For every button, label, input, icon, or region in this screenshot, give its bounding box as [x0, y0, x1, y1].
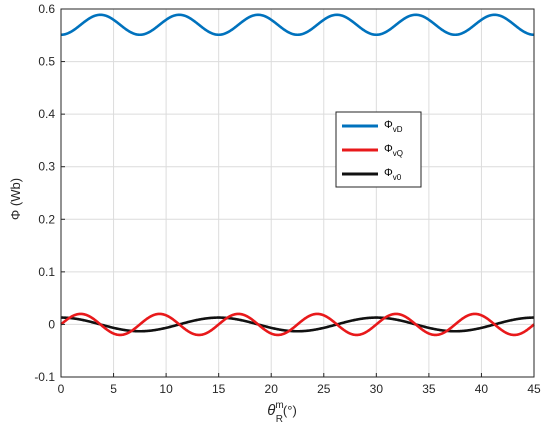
y-tick-label: 0.4 [38, 107, 55, 121]
x-axis-label-symbol: θ [267, 402, 275, 419]
x-tick-label: 25 [317, 382, 331, 396]
x-tick-label: 5 [110, 382, 117, 396]
series-line-v0 [60, 316, 535, 333]
legend-label-vQ-sub: vQ [393, 149, 403, 158]
y-tick-label: 0.6 [38, 2, 55, 16]
x-axis-label: θm R(°) [267, 400, 297, 425]
x-axis-label-sup: m [275, 400, 283, 411]
x-tick-label: 45 [527, 382, 541, 396]
y-tick-label: 0.3 [38, 160, 55, 174]
x-axis-label-unit: (°) [283, 403, 297, 418]
y-tick-label: 0 [48, 317, 55, 331]
legend: ΦvD ΦvQ Φv0 [335, 111, 422, 188]
series-line-vQ [60, 312, 535, 337]
plot-border [60, 8, 535, 378]
x-tick-label: 35 [422, 382, 436, 396]
x-tick-label: 0 [58, 382, 65, 396]
y-axis-label: Φ (Wb) [8, 178, 23, 220]
axis-ticks: 0 5 10 15 20 25 30 35 40 45-0.100.10.20.30.40.50.… [34, 2, 541, 396]
legend-label-vD-sub: vD [393, 125, 403, 134]
legend-label-vD-symbol: Φ [384, 119, 393, 131]
legend-label-v0: Φv0 [384, 167, 402, 182]
y-tick-label: -0.1 [34, 370, 55, 384]
x-tick-label: 10 [159, 382, 173, 396]
legend-label-vQ-symbol: Φ [384, 143, 393, 155]
x-tick-label: 15 [212, 382, 226, 396]
plot-area [61, 9, 534, 377]
series-layer [60, 13, 535, 337]
y-tick-label: 0.2 [38, 212, 55, 226]
x-tick-label: 40 [475, 382, 489, 396]
x-axis-label-sub: R [276, 414, 283, 425]
y-tick-label: 0.1 [38, 265, 55, 279]
x-tick-label: 30 [370, 382, 384, 396]
legend-label-v0-sub: v0 [393, 173, 402, 182]
x-tick-label: 20 [265, 382, 279, 396]
legend-label-v0-symbol: Φ [384, 167, 393, 179]
y-tick-label: 0.5 [38, 55, 55, 69]
series-line-vD [60, 13, 535, 37]
legend-label-vQ: ΦvQ [384, 143, 403, 158]
legend-label-vD: ΦvD [384, 119, 403, 134]
